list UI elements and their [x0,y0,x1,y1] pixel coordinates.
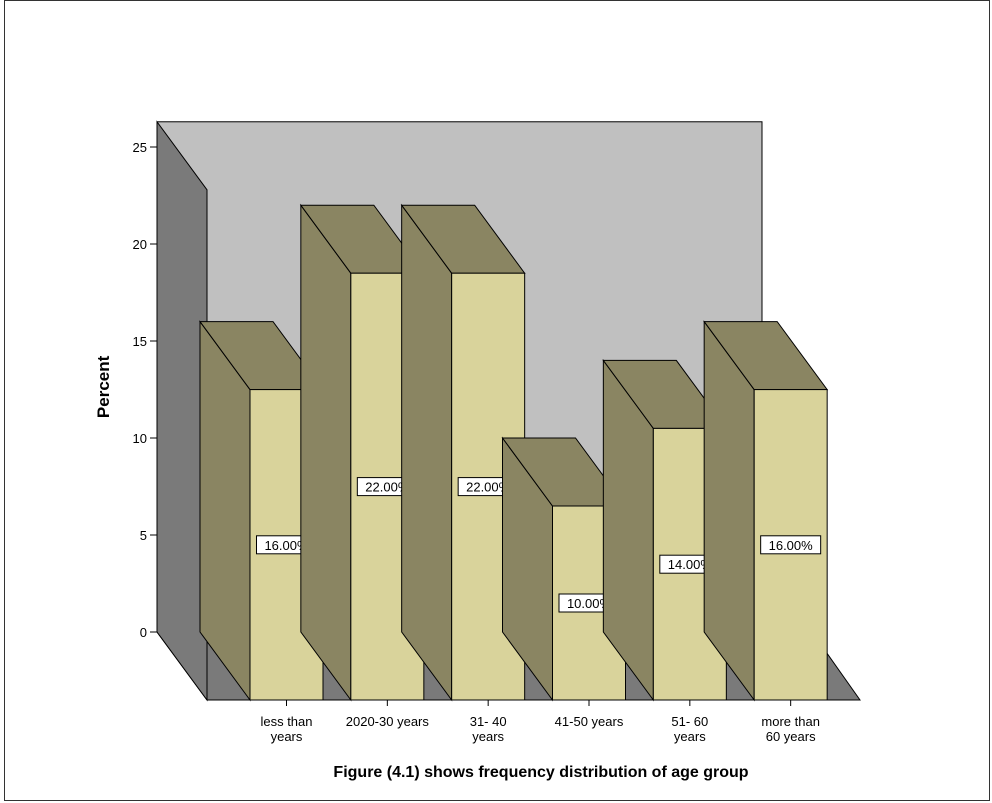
data-label: 22.00% [365,480,410,495]
y-tick-label: 25 [133,140,147,155]
y-axis-label: Percent [94,355,113,418]
bar-side [300,203,352,702]
x-tick-label: years [674,729,706,744]
x-tick-label: 31- 40 [470,714,507,729]
data-label: 16.00% [769,538,814,553]
x-tick-label: less than [260,714,312,729]
chart-side-wall [156,120,208,702]
x-tick-label: 2020-30 years [346,714,430,729]
bar-side [401,203,453,702]
figure-caption-text: Figure (4.1) shows frequency distributio… [333,764,749,781]
x-tick-label: years [472,729,504,744]
figure-caption: Figure (4.1) shows frequency distributio… [0,764,992,782]
bar-4: 14.00% [602,358,728,702]
x-tick-label: 51- 60 [671,714,708,729]
data-label: 22.00% [466,480,511,495]
y-tick-label: 10 [133,431,147,446]
data-label: 10.00% [567,596,612,611]
data-label: 14.00% [668,557,713,572]
x-tick-label: 60 years [766,729,816,744]
y-tick-label: 20 [133,237,147,252]
data-label-box [760,535,822,555]
x-tick-label: more than [761,714,820,729]
x-tick-label: years [271,729,303,744]
bar-5: 16.00% [703,320,829,702]
y-tick-label: 0 [140,625,147,640]
data-label: 16.00% [264,538,309,553]
x-tick-label: 41-50 years [555,714,624,729]
y-tick-label: 15 [133,334,147,349]
y-tick-label: 5 [140,528,147,543]
